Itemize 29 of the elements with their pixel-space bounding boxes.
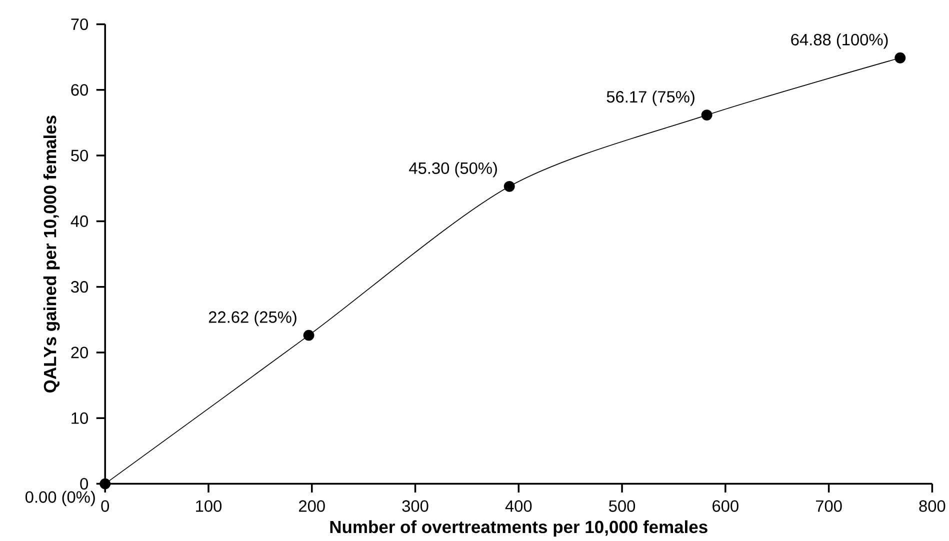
y-tick-label: 0: [80, 478, 88, 490]
y-tick-label: 10: [72, 412, 88, 424]
data-label: 56.17 (75%): [606, 90, 694, 106]
x-tick-label: 800: [919, 500, 946, 512]
point: [894, 52, 906, 64]
point: [701, 110, 712, 121]
x-tick-label: 400: [505, 500, 532, 512]
x-tick-label: 700: [816, 500, 842, 512]
point: [100, 478, 111, 490]
data-label: 0.00 (0%): [26, 490, 95, 506]
y-tick-label: 50: [71, 150, 88, 162]
y-tick-label: 60: [71, 84, 88, 96]
y-tick-label: 30: [71, 281, 88, 293]
x-tick-label: 300: [402, 500, 428, 512]
x-tick-label: 600: [712, 500, 738, 512]
x-tick-label: 200: [299, 500, 325, 512]
y-axis-title: QALYs gained per 10,000 females: [43, 116, 60, 392]
x-tick-label: 500: [609, 500, 636, 512]
x-tick-label: 0: [101, 500, 110, 512]
data-label: 64.88 (100%): [791, 33, 888, 49]
data-label: 22.62 (25%): [208, 310, 296, 326]
data-label: 45.30 (50%): [409, 162, 497, 178]
point: [504, 180, 515, 192]
point: [303, 330, 314, 341]
x-axis-title: Number of overtreatments per 10,000 females: [330, 520, 708, 537]
x-tick-label: 100: [196, 500, 222, 512]
y-tick-label: 70: [71, 18, 88, 30]
y-tick-label: 40: [70, 215, 88, 228]
y-tick-label: 20: [71, 346, 88, 358]
